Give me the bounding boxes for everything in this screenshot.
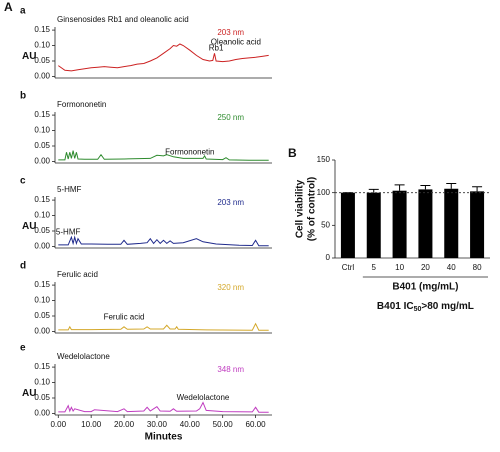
panel-label: d: [20, 261, 26, 272]
x-tick-label: 80: [473, 263, 482, 272]
error-bar: [446, 183, 457, 189]
y-tick-label: 0: [326, 253, 331, 262]
panel-label: e: [20, 343, 26, 354]
x-tick-label: 60.00: [246, 420, 267, 429]
chart-title: Formononetin: [57, 100, 106, 109]
y-tick-label: 0.00: [34, 409, 50, 418]
footnote-text: B401 IC: [377, 301, 414, 312]
x-tick-label: 5: [372, 263, 377, 272]
trace: [58, 43, 269, 72]
x-tick-label: 40: [447, 263, 456, 272]
y-tick-label: 0.05: [34, 56, 50, 65]
panel-label: b: [20, 91, 26, 102]
footnote-text: >80 mg/mL: [421, 301, 474, 312]
y-axis-label: AU: [22, 388, 36, 399]
x-axis-label: Minutes: [145, 432, 183, 443]
x-tick-label: 20: [421, 263, 430, 272]
trace: [58, 235, 269, 247]
y-tick-label: 0.15: [34, 110, 50, 119]
y-tick-label: 0.15: [34, 25, 50, 34]
y-tick-label: 0.00: [34, 327, 50, 336]
trace: [58, 150, 269, 161]
y-tick-label: 0.10: [34, 126, 50, 135]
annotation: Oleanolic acid: [211, 38, 261, 47]
chart-title: Ferulic acid: [57, 270, 98, 279]
error-bar: [472, 186, 483, 192]
y-tick-label: 100: [317, 188, 331, 197]
chart-title: Wedelolactone: [57, 352, 110, 361]
figure-label: A: [4, 0, 13, 14]
trace: [58, 322, 269, 331]
footnote-subscript: 50: [414, 306, 422, 313]
x-tick-label: 50.00: [213, 420, 234, 429]
y-tick-label: 0.05: [34, 393, 50, 402]
figure-label: B: [288, 146, 297, 160]
error-bar: [420, 184, 431, 190]
y-tick-label: 0.00: [34, 72, 50, 81]
chart-title: 5-HMF: [57, 185, 82, 194]
y-tick-label: 0.10: [34, 211, 50, 220]
chart-title: Ginsenosides Rb1 and oleanolic acid: [57, 15, 189, 24]
annotation: Ferulic acid: [104, 313, 145, 322]
x-tick-label: Ctrl: [342, 263, 355, 272]
annotation: 5-HMF: [56, 228, 81, 237]
footnote: B401 IC50>80 mg/mL: [377, 301, 474, 314]
y-tick-label: 0.10: [34, 41, 50, 50]
error-bar: [368, 188, 379, 193]
bar: [366, 192, 381, 258]
y-tick-label: 0.05: [34, 311, 50, 320]
y-tick-label: 0.05: [34, 141, 50, 150]
trace: [58, 401, 269, 413]
y-tick-label: 0.15: [34, 195, 50, 204]
x-tick-label: 10: [395, 263, 404, 272]
y-axis-label: AU: [22, 221, 36, 232]
y-tick-label: 50: [321, 220, 330, 229]
annotation: Formononetin: [165, 147, 214, 156]
y-tick-label: 0.15: [34, 362, 50, 371]
annotation: Rb1: [209, 44, 224, 53]
panel-label: c: [20, 176, 26, 187]
bar: [340, 192, 355, 258]
y-tick-label: 0.10: [34, 296, 50, 305]
wavelength: 250 nm: [217, 113, 244, 122]
x-tick-label: 20.00: [114, 420, 135, 429]
y-tick-label: 0.10: [34, 378, 50, 387]
y-tick-label: 0.00: [34, 242, 50, 251]
wavelength: 348 nm: [217, 365, 244, 374]
error-bar: [394, 184, 405, 191]
x-tick-label: 0.00: [50, 420, 66, 429]
y-tick-label: 0.15: [34, 280, 50, 289]
x-axis-label: B401 (mg/mL): [392, 282, 458, 293]
y-axis-label: (% of control): [307, 177, 318, 241]
wavelength: 320 nm: [217, 283, 244, 292]
annotation: Wedelolactone: [177, 393, 230, 402]
x-tick-label: 30.00: [147, 420, 168, 429]
panel-label: a: [20, 6, 26, 17]
y-tick-label: 0.05: [34, 226, 50, 235]
bar: [418, 189, 433, 258]
x-tick-label: 10.00: [81, 420, 102, 429]
bar: [470, 191, 485, 258]
bar: [392, 190, 407, 258]
wavelength: 203 nm: [217, 28, 244, 37]
x-tick-label: 40.00: [180, 420, 201, 429]
y-axis-label: AU: [22, 51, 36, 62]
wavelength: 203 nm: [217, 198, 244, 207]
y-tick-label: 0.00: [34, 157, 50, 166]
bar: [444, 188, 459, 258]
y-axis-label: Cell viability: [295, 179, 306, 238]
y-tick-label: 150: [317, 155, 331, 164]
